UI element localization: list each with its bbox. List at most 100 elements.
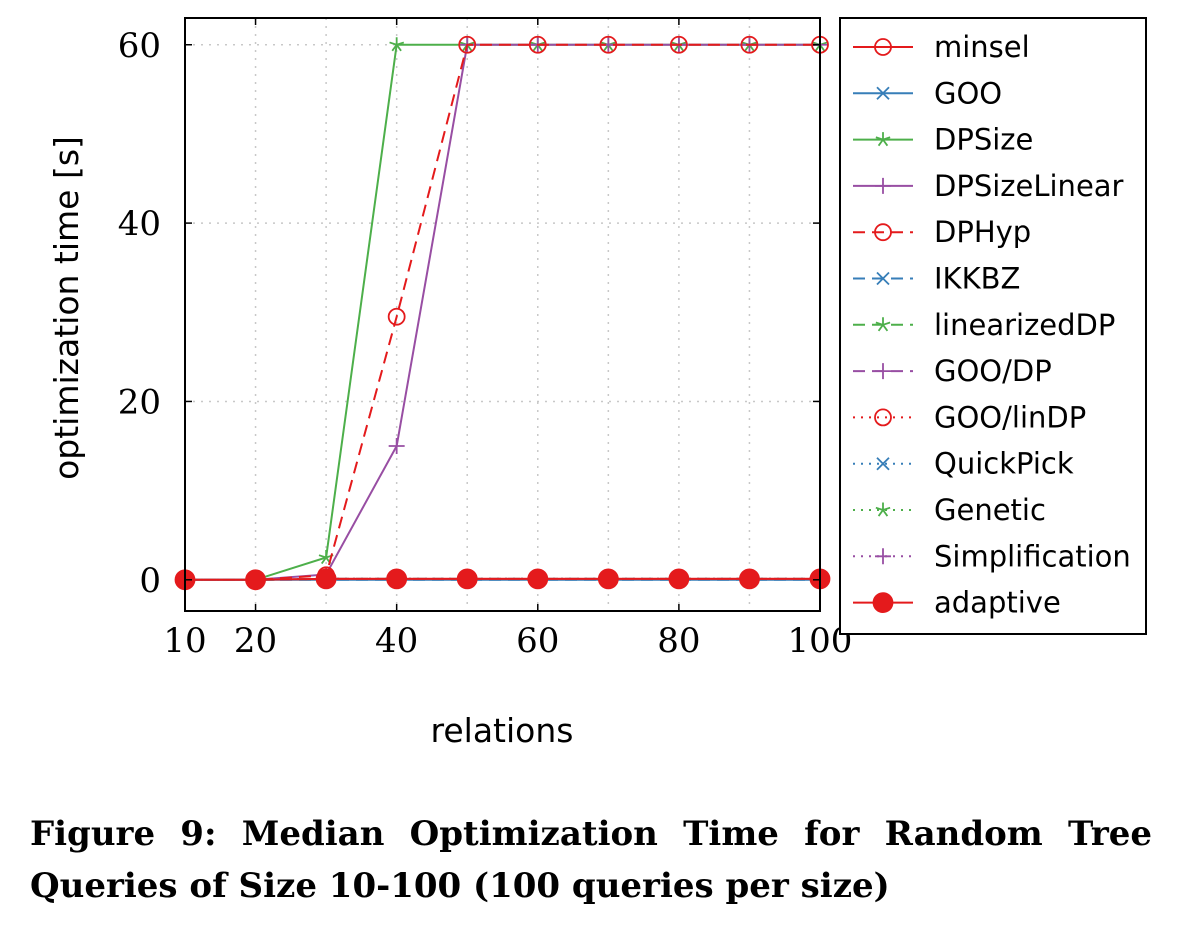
- legend-label: adaptive: [934, 586, 1061, 620]
- marker-dot: [386, 568, 408, 590]
- legend: minsel GOO DPSize DPSizeLinear DPHyp IKKBZ lin…: [839, 17, 1147, 635]
- y-tick-label: 60: [118, 26, 161, 66]
- figure-caption: Figure 9: Median Optimization Time for R…: [30, 814, 1152, 906]
- legend-marker: [875, 502, 891, 517]
- y-tick-label: 20: [118, 382, 161, 422]
- legend-item-simplification: Simplification: [853, 539, 1131, 573]
- data-point-adaptive: [245, 569, 266, 591]
- legend-label: GOO/linDP: [934, 400, 1086, 434]
- y-tick-label: 40: [118, 204, 161, 244]
- legend-label: GOO: [934, 76, 1002, 110]
- marker-dot: [456, 568, 478, 590]
- data-point-dphyp: [387, 307, 406, 326]
- x-tick-label: 20: [234, 621, 277, 661]
- marker-star: [389, 37, 405, 52]
- legend-item-adaptive: adaptive: [853, 586, 1061, 620]
- marker-circle: [874, 38, 892, 56]
- series-adaptive: [174, 568, 831, 591]
- plot-frame: [184, 17, 821, 612]
- marker-circle: [528, 35, 547, 54]
- legend-marker: [875, 317, 891, 332]
- legend-marker: [874, 38, 892, 56]
- legend-marker: [876, 271, 890, 286]
- series-dpsize: [177, 37, 828, 587]
- legend-label: IKKBZ: [934, 262, 1020, 296]
- series-line-adaptive: [185, 577, 820, 581]
- y-tick-label: 0: [139, 561, 161, 601]
- legend-label: DPSizeLinear: [934, 169, 1124, 203]
- x-axis-label: relations: [431, 711, 574, 750]
- marker-dot: [315, 568, 337, 590]
- marker-dot: [872, 592, 894, 613]
- marker-cross: [876, 457, 890, 471]
- data-point-dphyp: [740, 35, 759, 54]
- legend-item-dphyp: DPHyp: [853, 215, 1031, 249]
- legend-label: DPHyp: [934, 215, 1031, 249]
- marker-plus: [875, 363, 891, 380]
- data-point-adaptive: [597, 568, 619, 590]
- legend-item-ikkbz: IKKBZ: [853, 262, 1020, 296]
- marker-circle: [669, 35, 688, 54]
- series-line-dpsizelinear: [185, 43, 820, 581]
- legend-item-goo-dp: GOO/DP: [853, 354, 1052, 388]
- legend-label: Simplification: [934, 539, 1131, 573]
- legend-marker: [876, 86, 890, 100]
- marker-plus: [388, 438, 405, 455]
- legend-item-minsel: minsel: [853, 30, 1030, 64]
- marker-circle: [874, 408, 892, 427]
- data-point-adaptive: [739, 568, 760, 590]
- marker-star: [875, 132, 891, 147]
- marker-dot: [597, 568, 619, 590]
- marker-dot: [245, 569, 266, 591]
- legend-marker: [875, 363, 891, 380]
- legend-label: Genetic: [934, 493, 1046, 527]
- marker-star: [875, 502, 891, 517]
- marker-circle: [740, 35, 759, 54]
- marker-star: [875, 317, 891, 332]
- legend-label: QuickPick: [934, 447, 1074, 481]
- data-point-dpsize: [389, 37, 405, 52]
- legend-item-linearizeddp: linearizedDP: [853, 308, 1115, 342]
- y-axis-label: optimization time [s]: [47, 136, 86, 480]
- legend-marker: [876, 457, 890, 471]
- data-point-dpsizelinear: [388, 438, 405, 455]
- legend-marker: [872, 592, 894, 613]
- data-point-dphyp: [528, 35, 547, 54]
- legend-label: GOO/DP: [934, 354, 1052, 388]
- marker-dot: [527, 568, 549, 590]
- grid: [185, 18, 820, 611]
- data-point-adaptive: [386, 568, 408, 590]
- series-dphyp: [176, 35, 829, 589]
- legend-item-dpsizelinear: DPSizeLinear: [853, 169, 1124, 203]
- marker-star: [318, 549, 334, 565]
- legend-marker: [874, 408, 892, 427]
- marker-circle: [458, 35, 477, 54]
- data-point-dphyp: [458, 35, 477, 54]
- marker-plus: [875, 177, 891, 194]
- legend-marker: [874, 223, 892, 242]
- marker-cross: [876, 271, 890, 286]
- legend-label: minsel: [934, 30, 1030, 64]
- y-tick-labels: 0 20 40 60: [118, 26, 820, 601]
- x-tick-labels: 10 20 40 60 80 100: [163, 18, 852, 661]
- data-point-adaptive: [668, 568, 690, 590]
- legend-label: DPSize: [934, 123, 1033, 157]
- x-tick-label: 10: [163, 621, 206, 661]
- legend-item-dpsize: DPSize: [853, 123, 1033, 157]
- x-tick-label: 60: [516, 621, 559, 661]
- data-point-adaptive: [527, 568, 549, 590]
- series-line-dphyp: [185, 43, 820, 581]
- legend-item-goo-lindp: GOO/linDP: [853, 400, 1086, 434]
- marker-circle: [387, 307, 406, 326]
- marker-dot: [668, 568, 690, 590]
- legend-marker: [875, 548, 891, 565]
- legend-item-goo: GOO: [853, 76, 1002, 110]
- data-point-dpsize: [318, 549, 334, 565]
- series-line-dpsize: [185, 43, 820, 581]
- series-layer: [174, 35, 831, 591]
- data-point-dphyp: [599, 35, 618, 54]
- marker-cross: [876, 86, 890, 100]
- x-tick-label: 40: [375, 621, 418, 661]
- marker-circle: [599, 35, 618, 54]
